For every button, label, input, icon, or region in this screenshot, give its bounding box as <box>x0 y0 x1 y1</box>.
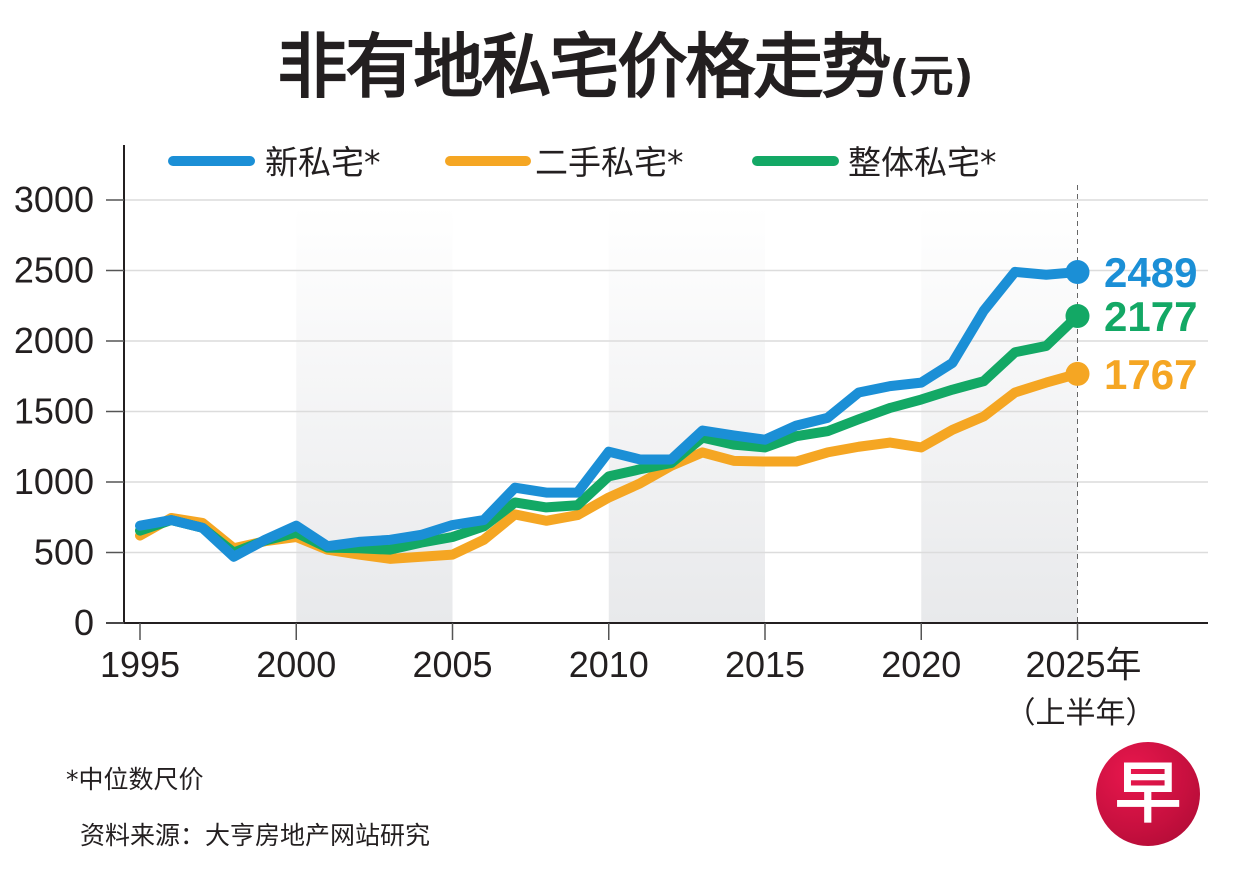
x-tick-label: 2010 <box>569 644 649 685</box>
y-axis-ticks: 0 500 1000 1500 2000 2500 3000 <box>14 179 124 643</box>
series-end-label-2: 2177 <box>1104 293 1197 340</box>
shaded-band <box>921 205 1078 623</box>
x-tick-label: 2000 <box>256 644 336 685</box>
series-endpoint-0 <box>1065 260 1090 285</box>
legend-label-0: 新私宅* <box>265 143 381 182</box>
y-tick-label: 0 <box>74 602 94 643</box>
legend-label-2: 整体私宅* <box>848 143 997 182</box>
chart-title-main: 非有地私宅价格走势 <box>277 26 891 108</box>
y-tick-label: 1000 <box>14 461 94 502</box>
y-tick-label: 500 <box>34 532 94 573</box>
series-line-0 <box>135 266 1083 562</box>
y-tick-label: 2000 <box>14 320 94 361</box>
x-tick-label: 2025年 <box>1025 644 1141 685</box>
axes <box>106 145 1208 624</box>
gridlines <box>124 199 1208 554</box>
series-endpoint-1 <box>1065 361 1090 386</box>
legend-label-1: 二手私宅* <box>535 143 684 182</box>
series-endpoint-2 <box>1065 304 1090 329</box>
shaded-bands <box>296 205 1078 623</box>
zaobao-logo-icon: 早 <box>1096 742 1200 846</box>
chart-title: 非有地私宅价格走势(元) <box>0 22 1251 122</box>
legend: 新私宅* 二手私宅* 整体私宅* <box>168 143 997 182</box>
footnote: *中位数尺价 <box>66 765 204 794</box>
x-tick-label: 1995 <box>100 644 180 685</box>
x-tick-label: 2015 <box>725 644 805 685</box>
shaded-band <box>608 205 765 623</box>
source-note: 资料来源：大亨房地产网站研究 <box>80 821 431 850</box>
chart-title-unit: (元) <box>889 51 974 102</box>
x-tick-sublabel: （上半年） <box>1006 696 1156 731</box>
y-tick-label: 3000 <box>14 179 94 220</box>
series-end-label-1: 1767 <box>1104 351 1197 398</box>
series-end-label-0: 2489 <box>1104 249 1197 296</box>
x-tick-label: 2020 <box>881 644 961 685</box>
series-lines <box>135 266 1083 564</box>
y-tick-label: 1500 <box>14 391 94 432</box>
x-axis-ticks: 1995 2000 2005 2010 2015 2020 2025年 （上半年） <box>100 623 1156 731</box>
series-endpoints: 2489 1767 2177 <box>1065 249 1197 398</box>
y-tick-label: 2500 <box>14 250 94 291</box>
x-tick-label: 2005 <box>412 644 492 685</box>
series-line-2 <box>135 311 1083 558</box>
